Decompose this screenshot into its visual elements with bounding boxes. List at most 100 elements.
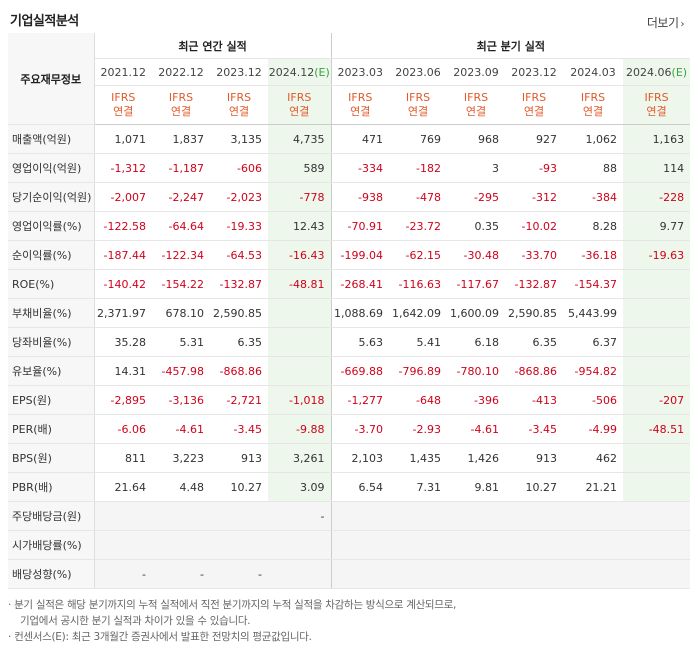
table-row: 당좌비율(%) 35.28 5.31 6.35 5.63 5.41 6.18 6.35 6.37 [8, 327, 691, 357]
row-label[interactable]: 영업이익(억원) [8, 153, 95, 183]
table-cell: 8.28 [563, 211, 624, 241]
ifrs-cell: IFRS 연결 [268, 85, 332, 125]
period-header: 2023.12 [210, 58, 268, 86]
row-label[interactable]: ROE(%) [8, 269, 95, 299]
table-cell: -3.70 [330, 414, 390, 444]
table-cell: 114 [623, 153, 691, 183]
table-cell: -1,277 [330, 385, 390, 415]
table-cell [268, 530, 332, 560]
table-cell: -3.45 [210, 414, 268, 444]
section-header: 기업실적분석 더보기 › [8, 0, 690, 31]
annual-group-header: 최근 연간 실적 [94, 33, 332, 59]
period-label: 2024.03 [570, 65, 616, 79]
table-cell: - [210, 559, 268, 589]
table-cell [623, 472, 691, 502]
ifrs-label: IFRS [226, 91, 252, 104]
table-cell: -506 [563, 385, 624, 415]
table-cell: 1,062 [563, 124, 624, 154]
table-row: 유보율(%) 14.31 -457.98 -868.86 -669.88 -796.89-… [8, 356, 691, 386]
period-header: 2024.03 [563, 58, 624, 86]
row-label[interactable]: 당좌비율(%) [8, 327, 95, 357]
table-cell: 6.54 [330, 472, 390, 502]
more-link[interactable]: 더보기 › [646, 14, 685, 31]
table-cell: -19.63 [623, 240, 691, 270]
period-label: 2023.12 [216, 65, 262, 79]
row-label[interactable]: 당기순이익(억원) [8, 182, 95, 212]
table-cell: -199.04 [330, 240, 390, 270]
footnote-1-cont: 기업에서 공시한 분기 실적과 차이가 있을 수 있습니다. [20, 615, 251, 627]
row-label[interactable]: BPS(원) [8, 443, 95, 473]
consolidated-label: 연결 [113, 105, 134, 118]
table-cell: -132.87 [210, 269, 268, 299]
table-cell: -228 [623, 182, 691, 212]
row-label[interactable]: 배당성향(%) [8, 559, 95, 589]
table-cell: -478 [389, 182, 448, 212]
table-cell: 3,135 [210, 124, 268, 154]
ifrs-label: IFRS [580, 91, 606, 104]
table-cell: -117.67 [447, 269, 506, 299]
table-cell: -396 [447, 385, 506, 415]
table-cell: 88 [563, 153, 624, 183]
ifrs-row: IFRS 연결 IFRS 연결 IFRS 연결 IFRS 연결 IFRS 연결 IFRS 연결 IFRS… [8, 85, 691, 125]
table-cell: 1,837 [152, 124, 210, 154]
table-cell: - [152, 559, 210, 589]
table-cell [94, 501, 152, 531]
row-label[interactable]: 부채비율(%) [8, 298, 95, 328]
table-cell [268, 298, 332, 328]
table-cell: 2,590.85 [210, 298, 268, 328]
table-cell: 6.35 [210, 327, 268, 357]
row-label[interactable]: 순이익률(%) [8, 240, 95, 270]
more-link-label[interactable]: 더보기 [646, 16, 679, 30]
ifrs-label: IFRS [644, 91, 669, 104]
table-cell: -4.99 [563, 414, 624, 444]
table-cell [330, 530, 390, 560]
row-label[interactable]: 주당배당금(원) [8, 501, 95, 531]
table-cell: -140.42 [94, 269, 152, 299]
table-cell: 678.10 [152, 298, 210, 328]
row-label[interactable]: 유보율(%) [8, 356, 95, 386]
table-cell: -2,721 [210, 385, 268, 415]
table-cell: 1,088.69 [330, 298, 390, 328]
table-cell [623, 501, 691, 531]
period-header: 2023.06 [389, 58, 448, 86]
table-cell: 21.64 [94, 472, 152, 502]
row-label[interactable]: PER(배) [8, 414, 95, 444]
table-cell: 5,443.99 [563, 298, 624, 328]
table-cell: 2,371.97 [94, 298, 152, 328]
table-cell: 5.41 [389, 327, 448, 357]
table-cell: 21.21 [563, 472, 624, 502]
ifrs-cell: IFRS 연결 [623, 85, 691, 125]
table-cell: 3 [447, 153, 506, 183]
table-cell: -4.61 [152, 414, 210, 444]
period-label: 2024.06 [626, 65, 672, 79]
ifrs-label: IFRS [168, 91, 194, 104]
table-cell: -3.45 [505, 414, 564, 444]
table-row: 시가배당률(%) [8, 530, 691, 560]
table-row: 주당배당금(원) - [8, 501, 691, 531]
table-cell [505, 501, 564, 531]
table-cell: 9.77 [623, 211, 691, 241]
table-cell: -93 [505, 153, 564, 183]
table-cell [623, 530, 691, 560]
table-cell: -2.93 [389, 414, 448, 444]
row-label[interactable]: PBR(배) [8, 472, 95, 502]
ifrs-label: IFRS [405, 91, 431, 104]
period-header: 2023.09 [447, 58, 506, 86]
table-cell: 0.35 [447, 211, 506, 241]
table-cell [389, 559, 448, 589]
table-cell: -64.64 [152, 211, 210, 241]
row-label[interactable]: 영업이익률(%) [8, 211, 95, 241]
table-cell: 913 [505, 443, 564, 473]
table-cell: 769 [389, 124, 448, 154]
row-label[interactable]: EPS(원) [8, 385, 95, 415]
table-cell: -796.89 [389, 356, 448, 386]
table-cell: 462 [563, 443, 624, 473]
table-cell: 5.63 [330, 327, 390, 357]
row-label[interactable]: 매출액(억원) [8, 124, 95, 154]
table-body: 매출액(억원) 1,071 1,837 3,135 4,735 471 769 968 927 1… [8, 124, 691, 589]
ifrs-cell: IFRS 연결 [330, 85, 390, 125]
table-cell [447, 559, 506, 589]
table-cell [152, 530, 210, 560]
row-label[interactable]: 시가배당률(%) [8, 530, 95, 560]
table-cell: -48.51 [623, 414, 691, 444]
